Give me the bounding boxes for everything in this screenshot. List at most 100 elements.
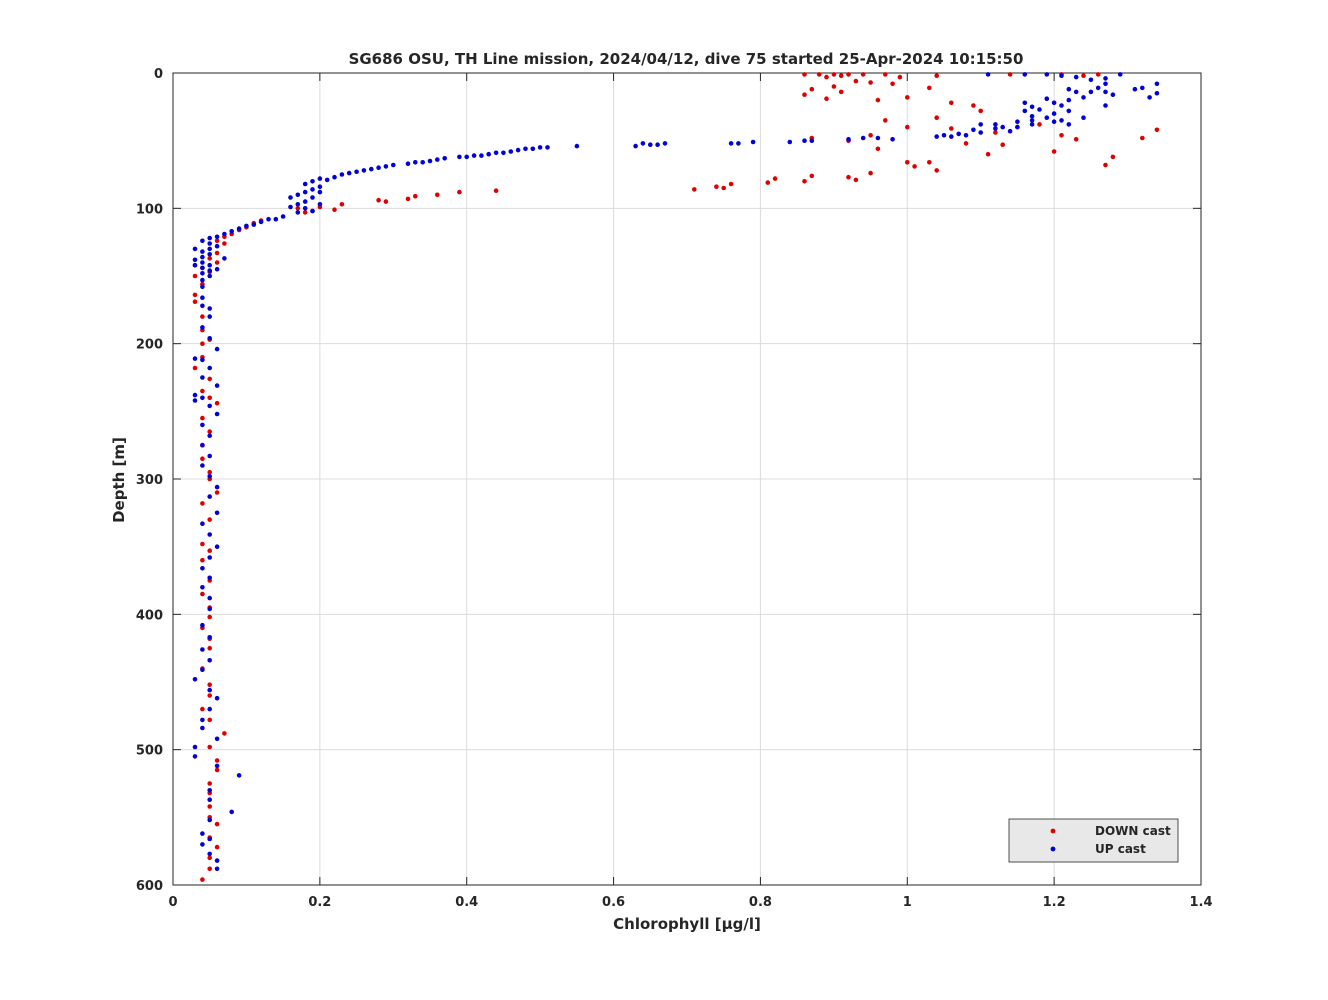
data-point	[383, 164, 389, 169]
data-point	[949, 126, 954, 131]
data-point	[949, 134, 954, 139]
data-point	[200, 375, 205, 380]
data-point	[222, 731, 227, 736]
data-point	[229, 809, 234, 815]
data-point	[912, 164, 917, 169]
data-point	[207, 595, 212, 601]
data-point	[816, 72, 822, 77]
data-point	[214, 544, 220, 549]
data-point	[200, 325, 205, 330]
data-point	[1073, 89, 1079, 95]
data-point	[214, 490, 220, 495]
data-point	[207, 469, 212, 475]
data-point	[207, 235, 212, 241]
data-point	[214, 510, 220, 516]
data-point	[530, 146, 536, 152]
data-point	[207, 836, 212, 842]
data-point	[207, 246, 212, 252]
data-point	[993, 122, 998, 127]
legend-marker-up-cast	[1050, 846, 1056, 852]
data-point	[853, 177, 859, 183]
data-point	[802, 138, 807, 143]
data-point	[207, 645, 212, 651]
x-tick-label: 1.4	[1189, 895, 1212, 910]
data-point	[934, 73, 939, 78]
data-point	[200, 647, 205, 652]
data-point	[934, 134, 939, 139]
data-point	[207, 474, 212, 479]
data-point	[1015, 119, 1020, 124]
data-point	[846, 72, 851, 77]
data-point	[383, 199, 389, 204]
data-point	[956, 131, 961, 137]
data-point	[200, 395, 205, 401]
x-axis-label: Chlorophyll [μg/l]	[613, 915, 761, 933]
data-point	[721, 185, 726, 191]
data-point	[413, 193, 418, 199]
x-tick-label: 1.2	[1043, 895, 1066, 910]
data-point	[1066, 108, 1072, 114]
y-tick-label: 400	[136, 608, 163, 623]
chart-title: SG686 OSU, TH Line mission, 2024/04/12, …	[349, 50, 1024, 68]
data-point	[273, 216, 279, 222]
data-point	[457, 154, 462, 160]
data-point	[1066, 97, 1072, 103]
data-point	[464, 154, 470, 160]
x-tick-label: 0	[168, 895, 177, 910]
data-point	[207, 241, 212, 246]
data-point	[207, 682, 212, 687]
data-point	[1051, 119, 1057, 124]
data-point	[302, 199, 308, 204]
data-point	[831, 72, 837, 77]
data-point	[207, 788, 212, 793]
data-point	[214, 346, 220, 352]
data-point	[868, 80, 873, 85]
data-point	[200, 271, 205, 276]
legend-marker-down-cast	[1050, 828, 1056, 834]
data-point	[200, 566, 205, 571]
data-point	[207, 314, 212, 319]
data-point	[802, 179, 807, 184]
data-point	[1059, 73, 1064, 78]
data-point	[1007, 128, 1013, 134]
data-point	[809, 173, 815, 179]
data-point	[1081, 73, 1086, 78]
data-point	[200, 501, 205, 506]
data-point	[1103, 103, 1108, 108]
data-point	[302, 189, 308, 195]
data-point	[1044, 96, 1050, 101]
data-point	[993, 126, 998, 131]
data-point	[838, 73, 844, 78]
data-point	[545, 145, 550, 150]
data-point	[295, 206, 301, 211]
data-point	[192, 262, 198, 268]
data-point	[640, 141, 646, 146]
data-point	[846, 174, 851, 180]
data-point	[1059, 133, 1064, 138]
data-point	[200, 622, 205, 628]
data-point	[207, 575, 212, 581]
data-point	[200, 442, 205, 448]
data-point	[1051, 111, 1057, 116]
data-point	[1000, 142, 1005, 147]
data-point	[1147, 95, 1152, 100]
data-point	[941, 133, 947, 138]
data-point	[310, 195, 315, 200]
data-point	[339, 202, 345, 207]
data-point	[207, 693, 212, 698]
data-point	[655, 142, 660, 147]
data-point	[1154, 91, 1160, 96]
data-point	[251, 222, 257, 227]
data-point	[1140, 85, 1145, 91]
data-point	[435, 157, 440, 162]
data-point	[222, 256, 227, 261]
y-tick-label: 200	[136, 338, 163, 353]
data-point	[824, 74, 829, 80]
data-point	[838, 89, 844, 95]
data-point	[508, 149, 514, 154]
data-point	[1073, 74, 1079, 80]
data-points	[192, 72, 1160, 882]
data-point	[266, 216, 271, 222]
data-point	[1095, 85, 1101, 91]
